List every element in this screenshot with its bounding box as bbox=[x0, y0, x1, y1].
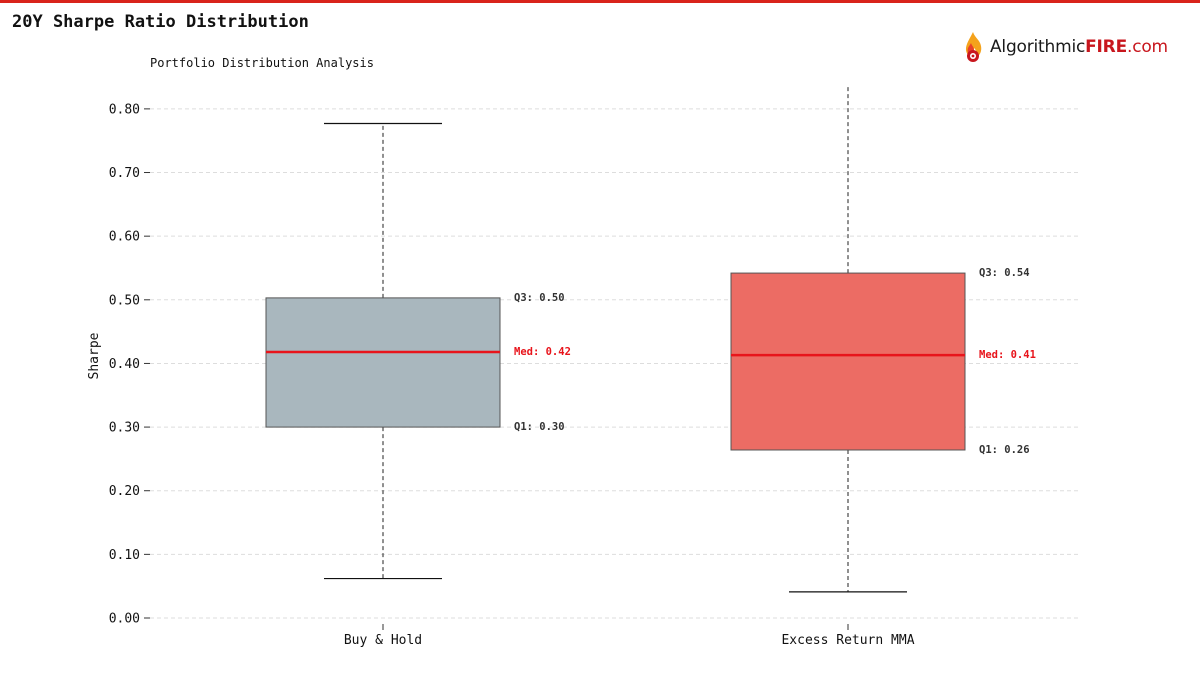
box-group: Q3: 0.54 Med: 0.41 Q1: 0.26 bbox=[730, 85, 1036, 593]
q3-label: Q3: 0.54 bbox=[979, 267, 1030, 279]
y-tick-label: 0.10 bbox=[109, 548, 140, 563]
iqr-box bbox=[265, 297, 501, 428]
y-tick-label: 0.30 bbox=[109, 421, 140, 436]
iqr-box bbox=[730, 272, 966, 451]
y-tick-label: 0.50 bbox=[109, 293, 140, 308]
y-tick-label: 0.20 bbox=[109, 484, 140, 499]
y-axis: 0.00 0.10 0.20 0.30 0.40 0.50 0.60 0.70 0.80 bbox=[109, 102, 150, 627]
y-axis-label: Sharpe bbox=[87, 332, 102, 379]
x-axis: Buy & Hold Excess Return MMA bbox=[344, 624, 915, 648]
y-tick-label: 0.60 bbox=[109, 230, 140, 245]
y-tick-label: 0.00 bbox=[109, 612, 140, 627]
flame-icon bbox=[965, 32, 982, 62]
median-label: Med: 0.41 bbox=[979, 349, 1036, 361]
boxes: Q3: 0.50 Med: 0.42 Q1: 0.30 Q3: 0.54 Med: 0.… bbox=[265, 85, 1036, 593]
y-tick-label: 0.80 bbox=[109, 102, 140, 117]
q1-label: Q1: 0.26 bbox=[979, 444, 1030, 456]
q1-label: Q1: 0.30 bbox=[514, 421, 565, 433]
page-title: 20Y Sharpe Ratio Distribution bbox=[12, 12, 309, 32]
y-tick-label: 0.70 bbox=[109, 166, 140, 181]
y-tick-label: 0.40 bbox=[109, 357, 140, 372]
box-group: Q3: 0.50 Med: 0.42 Q1: 0.30 bbox=[265, 122, 571, 580]
logo-wordmark: AlgorithmicFIRE.com bbox=[990, 37, 1168, 57]
chart-subtitle: Portfolio Distribution Analysis bbox=[150, 56, 374, 70]
brand-logo: AlgorithmicFIRE.com bbox=[960, 30, 1168, 64]
median-label: Med: 0.42 bbox=[514, 346, 571, 358]
x-tick-label: Excess Return MMA bbox=[781, 633, 914, 648]
top-accent-rule bbox=[0, 0, 1200, 3]
q3-label: Q3: 0.50 bbox=[514, 292, 565, 304]
grid-lines bbox=[150, 108, 1080, 619]
x-tick-label: Buy & Hold bbox=[344, 633, 422, 648]
